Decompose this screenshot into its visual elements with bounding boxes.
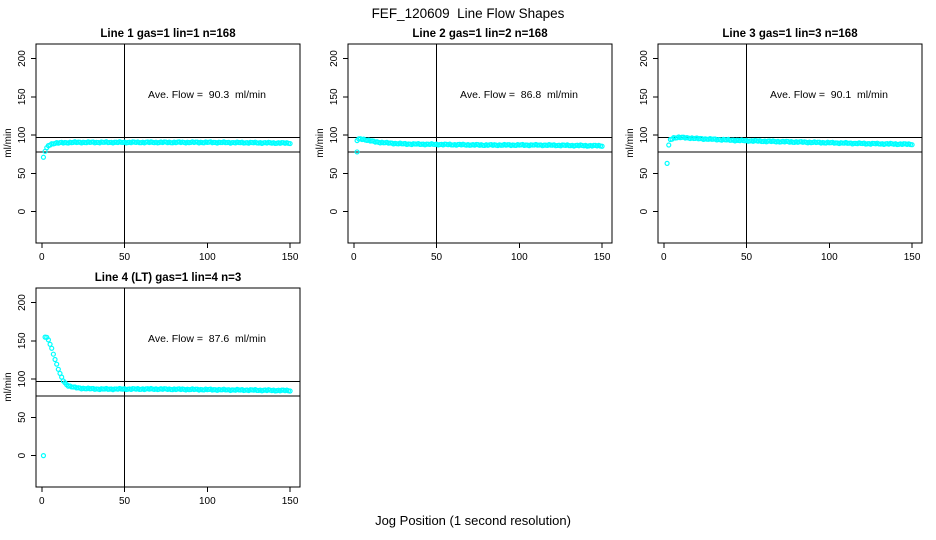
data-point — [55, 366, 61, 372]
plot-box — [35, 43, 301, 244]
subplot-3-ave-flow-annotation: Ave. Flow = 90.1 ml/min — [770, 89, 888, 101]
subplot-1: 0 50 100 150 0 50 100 150 200 — [17, 43, 301, 263]
subplot-2: 0 50 100 150 0 50 100 150 200 — [329, 43, 613, 263]
y-tick-label: 0 — [639, 208, 650, 214]
x-tick-label: 150 — [594, 252, 611, 263]
x-tick-label: 50 — [741, 252, 753, 263]
data-point — [47, 341, 53, 347]
data-point — [599, 143, 605, 149]
y-tick-label: 50 — [639, 167, 650, 179]
x-tick-label: 50 — [119, 252, 131, 263]
y-tick-label: 100 — [17, 370, 28, 387]
data-point — [287, 388, 293, 394]
y-tick-label: 150 — [17, 332, 28, 349]
subplot-1-y-axis-label: ml/min — [3, 128, 14, 157]
subplot-3-y-axis-label: ml/min — [625, 128, 636, 157]
x-tick-label: 0 — [351, 252, 357, 263]
x-tick-label: 50 — [431, 252, 443, 263]
x-tick-label: 100 — [511, 252, 528, 263]
outlier-point — [664, 160, 670, 166]
y-tick-label: 0 — [329, 208, 340, 214]
data-point — [54, 361, 60, 367]
subplot-4-title: Line 4 (LT) gas=1 lin=4 n=3 — [95, 272, 241, 284]
y-tick-label: 100 — [329, 126, 340, 143]
y-tick-label: 100 — [639, 126, 650, 143]
subplot-3: 0 50 100 150 0 50 100 150 200 — [639, 43, 923, 263]
y-tick-label: 200 — [639, 50, 650, 67]
y-tick-label: 50 — [329, 167, 340, 179]
y-tick-label: 50 — [17, 411, 28, 423]
figure-title: FEF_120609 Line Flow Shapes — [372, 6, 565, 21]
subplot-1-title: Line 1 gas=1 lin=1 n=168 — [100, 28, 236, 40]
plot-box — [35, 287, 301, 488]
x-tick-label: 100 — [199, 496, 216, 507]
x-tick-label: 150 — [904, 252, 921, 263]
subplot-3-title: Line 3 gas=1 lin=3 n=168 — [722, 28, 858, 40]
outlier-point — [40, 453, 47, 459]
data-point — [49, 345, 55, 351]
y-tick-label: 150 — [639, 88, 650, 105]
plot-box — [347, 43, 613, 244]
x-tick-label: 0 — [39, 252, 45, 263]
y-tick-label: 150 — [329, 88, 340, 105]
outlier-point — [354, 149, 360, 155]
subplot-1-ave-flow-annotation: Ave. Flow = 90.3 ml/min — [148, 89, 266, 101]
y-tick-label: 50 — [17, 167, 28, 179]
data-point — [50, 351, 56, 357]
subplots-layer: 0 50 100 150 0 50 100 150 200 0 50 100 150 0 50 100 150 2… — [17, 43, 923, 507]
x-tick-label: 50 — [119, 496, 131, 507]
subplot-2-ave-flow-annotation: Ave. Flow = 86.8 ml/min — [460, 89, 578, 101]
y-tick-label: 0 — [17, 452, 28, 458]
subplot-4: 0 50 100 150 0 50 100 150 200 — [17, 287, 301, 507]
data-point — [287, 140, 293, 147]
outlier-point — [40, 154, 47, 160]
x-axis-label: Jog Position (1 second resolution) — [375, 513, 571, 528]
data-point — [45, 337, 52, 343]
y-tick-label: 200 — [17, 294, 28, 311]
subplot-4-ave-flow-annotation: Ave. Flow = 87.6 ml/min — [148, 333, 266, 345]
data-point — [909, 142, 915, 148]
subplot-2-title: Line 2 gas=1 lin=2 n=168 — [412, 28, 548, 40]
y-tick-label: 200 — [329, 50, 340, 67]
x-tick-label: 100 — [199, 252, 216, 263]
x-tick-label: 0 — [661, 252, 667, 263]
x-tick-label: 0 — [39, 496, 45, 507]
x-tick-label: 100 — [821, 252, 838, 263]
y-tick-label: 100 — [17, 126, 28, 143]
y-tick-label: 0 — [17, 208, 28, 214]
y-tick-label: 150 — [17, 88, 28, 105]
plot-box — [657, 43, 923, 244]
outlier-point — [666, 142, 672, 148]
subplot-2-y-axis-label: ml/min — [315, 128, 326, 157]
y-tick-label: 200 — [17, 50, 28, 67]
x-tick-label: 150 — [282, 496, 299, 507]
data-point — [52, 356, 58, 363]
subplot-4-y-axis-label: ml/min — [3, 372, 14, 401]
x-tick-label: 150 — [282, 252, 299, 263]
